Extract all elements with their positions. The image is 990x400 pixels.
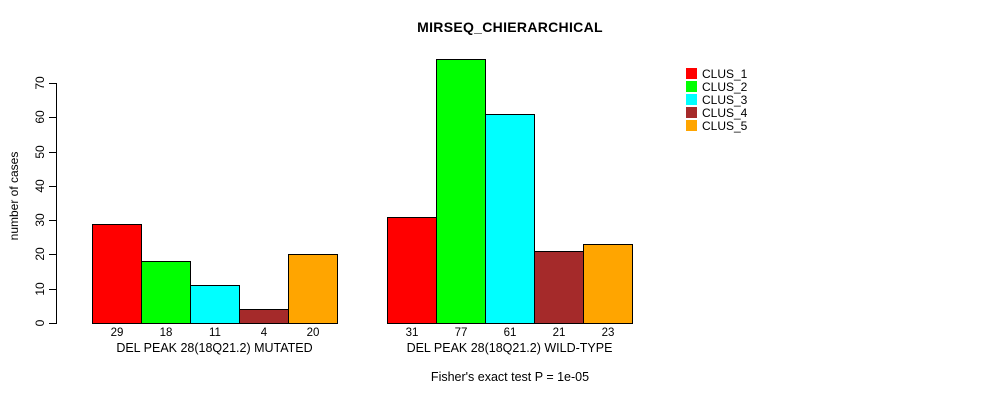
bar-clus_1-group-1 <box>92 224 142 324</box>
y-tick-label: 40 <box>33 179 47 193</box>
bar-clus_4-group-2 <box>534 251 584 324</box>
y-tick-mark <box>49 83 56 84</box>
y-tick-label: 50 <box>33 145 47 159</box>
group-label-2: DEL PEAK 28(18Q21.2) WILD-TYPE <box>406 341 613 355</box>
y-tick-label: 20 <box>33 247 47 261</box>
y-tick-mark <box>49 117 56 118</box>
y-tick-label: 70 <box>33 76 47 90</box>
bar-value-label: 23 <box>601 327 615 339</box>
y-tick-mark <box>49 186 56 187</box>
bar-value-label: 18 <box>159 327 173 339</box>
bar-value-label: 77 <box>454 327 468 339</box>
y-tick-label: 60 <box>33 110 47 124</box>
y-tick-label: 0 <box>33 319 47 327</box>
bar-clus_3-group-1 <box>190 285 240 324</box>
bar-value-label: 61 <box>503 327 517 339</box>
legend-label-clus_1: CLUS_1 <box>702 67 748 81</box>
legend-label-clus_5: CLUS_5 <box>702 119 748 133</box>
chart-title: MIRSEQ_CHIERARCHICAL <box>417 19 603 35</box>
legend-swatch-clus_4 <box>686 107 697 118</box>
footer-statistic: Fisher's exact test P = 1e-05 <box>430 370 590 384</box>
group-label-1: DEL PEAK 28(18Q21.2) MUTATED <box>116 341 313 355</box>
legend-label-clus_3: CLUS_3 <box>702 93 748 107</box>
bar-clus_1-group-2 <box>387 217 437 324</box>
bar-clus_5-group-2 <box>583 244 633 324</box>
y-axis-line <box>56 83 57 324</box>
y-tick-mark <box>49 289 56 290</box>
legend-swatch-clus_3 <box>686 94 697 105</box>
bar-clus_2-group-1 <box>141 261 191 324</box>
bar-value-label: 31 <box>405 327 419 339</box>
bar-value-label: 11 <box>209 327 221 339</box>
y-tick-mark <box>49 254 56 255</box>
y-axis-label: number of cases <box>7 151 21 241</box>
y-tick-label: 30 <box>33 213 47 227</box>
y-tick-mark <box>49 323 56 324</box>
legend-label-clus_2: CLUS_2 <box>702 80 748 94</box>
legend-swatch-clus_2 <box>686 81 697 92</box>
legend-swatch-clus_1 <box>686 68 697 79</box>
bar-value-label: 21 <box>552 327 566 339</box>
bar-value-label: 29 <box>110 327 124 339</box>
bar-clus_3-group-2 <box>485 114 535 324</box>
y-tick-mark <box>49 152 56 153</box>
bar-clus_4-group-1 <box>239 309 289 324</box>
y-tick-label: 10 <box>33 282 47 296</box>
bar-value-label: 4 <box>260 327 268 339</box>
legend-swatch-clus_5 <box>686 120 697 131</box>
bar-clus_5-group-1 <box>288 254 338 324</box>
bar-clus_2-group-2 <box>436 59 486 324</box>
bar-value-label: 20 <box>306 327 320 339</box>
y-tick-mark <box>49 220 56 221</box>
legend-label-clus_4: CLUS_4 <box>702 106 748 120</box>
